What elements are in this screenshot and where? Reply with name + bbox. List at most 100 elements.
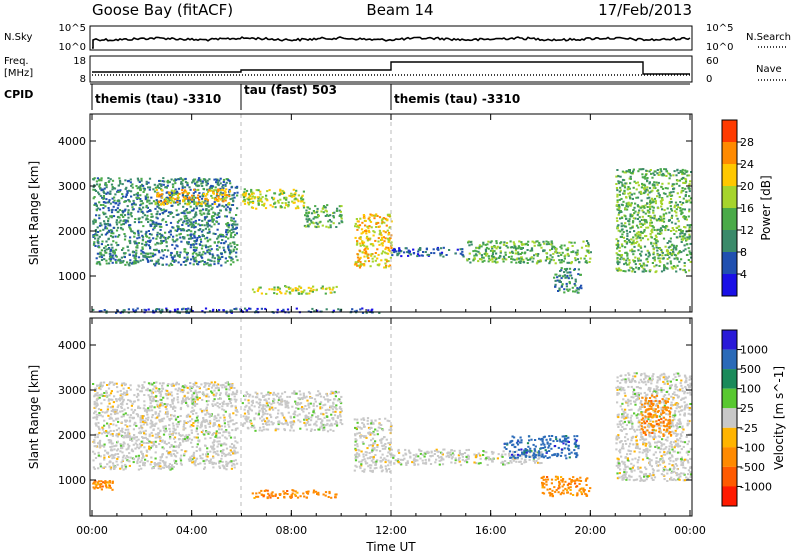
echo-pixel-r7 xyxy=(544,259,547,262)
echo-pixel-r7 xyxy=(481,260,484,263)
echo-pixel-r7 xyxy=(491,258,494,261)
echo-pixel-r0 xyxy=(122,223,125,225)
echo-pixel-r0 xyxy=(195,246,198,249)
echo-pixel-r0 xyxy=(232,248,235,251)
echo-pixel-r7 xyxy=(495,240,498,243)
echo-pixel-r5 xyxy=(360,228,364,231)
echo-pixel-r4 xyxy=(302,290,305,293)
echo-pixel-r9 xyxy=(682,197,685,200)
echo-pixel-r0 xyxy=(180,263,183,266)
echo-pixel-r9 xyxy=(644,212,647,215)
echo-pixel-r7 xyxy=(531,260,534,263)
echo-pixel-r0 xyxy=(184,202,187,205)
echo-pixel-r0 xyxy=(116,216,120,219)
echo-pixel-r0 xyxy=(119,443,122,445)
echo-pixel-r0 xyxy=(217,425,220,428)
echo-pixel-r9 xyxy=(637,257,641,260)
echo-pixel-r9 xyxy=(670,207,673,210)
echo-pixel-r0 xyxy=(148,236,151,239)
echo-pixel-r9 xyxy=(673,204,677,207)
echo-pixel-r0 xyxy=(162,447,165,450)
echo-pixel-r10 xyxy=(371,308,374,311)
echo-pixel-r7 xyxy=(515,261,518,264)
echo-pixel-r0 xyxy=(222,414,225,417)
echo-pixel-r0 xyxy=(164,427,167,430)
echo-pixel-r9 xyxy=(643,219,646,222)
echo-pixel-r10 xyxy=(100,310,103,313)
echo-pixel-r8 xyxy=(566,271,569,274)
echo-pixel-r2 xyxy=(287,204,290,207)
echo-pixel-r9 xyxy=(657,181,660,184)
echo-pixel-r3 xyxy=(332,215,335,217)
echo-pixel-r3 xyxy=(322,205,326,207)
echo-pixel-r0 xyxy=(106,201,109,204)
echo-pixel-r9 xyxy=(634,202,637,205)
echo-pixel-r0 xyxy=(112,464,115,467)
echo-pixel-r0 xyxy=(105,259,108,262)
echo-pixel-r0 xyxy=(214,387,217,390)
echo-pixel-r3 xyxy=(305,215,308,218)
echo-pixel-r9 xyxy=(615,175,618,178)
echo-pixel-r0 xyxy=(97,467,100,470)
echo-pixel-r0 xyxy=(189,188,192,191)
echo-pixel-r0 xyxy=(168,463,171,466)
echo-pixel-r0 xyxy=(99,229,102,232)
echo-pixel-r0 xyxy=(115,261,118,264)
freq-right-tick-top: 60 xyxy=(706,56,719,67)
echo-pixel-r0 xyxy=(181,182,184,185)
echo-pixel-r0 xyxy=(138,207,141,210)
echo-pixel-r0 xyxy=(207,382,210,385)
echo-pixel-r0 xyxy=(127,436,130,439)
echo-pixel-r0 xyxy=(159,391,162,393)
echo-pixel-r7 xyxy=(568,241,571,244)
echo-pixel-r0 xyxy=(133,394,136,397)
echo-pixel-r0 xyxy=(184,400,188,403)
echo-pixel-r0 xyxy=(212,211,215,214)
echo-pixel-r7 xyxy=(585,259,588,262)
echo-pixel-r0 xyxy=(123,408,126,411)
echo-pixel-r0 xyxy=(162,208,165,211)
echo-pixel-r0 xyxy=(219,416,222,419)
noise-right-tick-bottom: 10^0 xyxy=(706,42,733,53)
echo-pixel-r0 xyxy=(189,458,193,460)
echo-pixel-r7 xyxy=(470,243,473,246)
echo-pixel-r0 xyxy=(195,238,199,241)
echo-pixel-r0 xyxy=(234,186,237,189)
echo-pixel-r0 xyxy=(228,180,231,183)
echo-pixel-r9 xyxy=(678,229,681,231)
echo-pixel-r1 xyxy=(214,198,217,201)
echo-pixel-r0 xyxy=(148,445,151,448)
echo-pixel-r9 xyxy=(652,253,655,256)
echo-pixel-r0 xyxy=(144,458,147,461)
echo-pixel-r0 xyxy=(152,188,155,191)
echo-pixel-r0 xyxy=(192,224,196,227)
echo-pixel-r0 xyxy=(196,398,199,401)
echo-pixel-r0 xyxy=(127,459,130,462)
echo-pixel-r0 xyxy=(159,228,162,231)
echo-pixel-r0 xyxy=(175,230,179,232)
echo-pixel-r9 xyxy=(655,246,658,249)
echo-pixel-r0 xyxy=(234,400,237,403)
echo-pixel-r0 xyxy=(92,197,95,200)
echo-pixel-r7 xyxy=(511,258,515,261)
echo-pixel-r5 xyxy=(359,217,362,220)
echo-pixel-r0 xyxy=(236,441,239,444)
echo-pixel-r0 xyxy=(114,193,117,196)
echo-pixel-r0 xyxy=(228,251,232,254)
echo-pixel-r1 xyxy=(193,188,196,191)
echo-pixel-r0 xyxy=(194,389,197,392)
echo-pixel-r0 xyxy=(213,257,216,260)
echo-pixel-r0 xyxy=(226,381,229,384)
echo-pixel-r0 xyxy=(92,383,95,385)
echo-pixel-r0 xyxy=(114,235,117,238)
echo-pixel-r6 xyxy=(419,247,422,249)
echo-pixel-r0 xyxy=(94,245,97,247)
echo-pixel-r7 xyxy=(576,249,579,252)
echo-pixel-r9 xyxy=(684,177,687,180)
echo-pixel-r0 xyxy=(155,216,158,219)
echo-pixel-r0 xyxy=(107,209,110,212)
echo-pixel-r0 xyxy=(113,199,116,202)
echo-pixel-r0 xyxy=(213,384,216,387)
echo-pixel-r5 xyxy=(361,263,364,266)
echo-pixel-r2 xyxy=(258,196,261,199)
